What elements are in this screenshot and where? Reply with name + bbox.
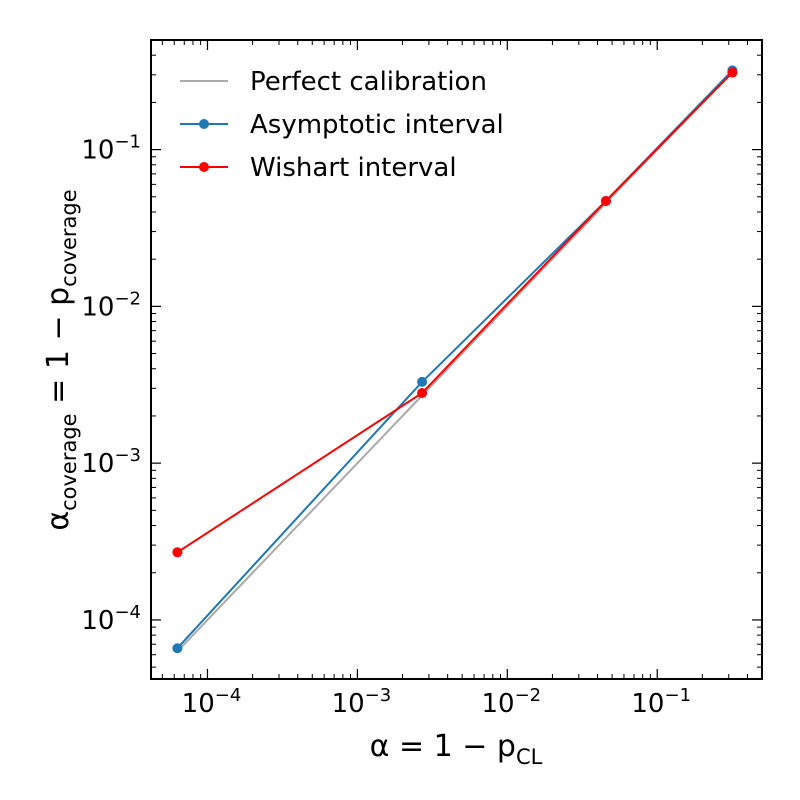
- y-axis-label-mid: = 1 − p: [41, 287, 76, 414]
- y-tick-label: 10−3: [81, 445, 141, 479]
- asymptotic-interval-point: [417, 376, 428, 387]
- y-axis-label: αcoverage = 1 − pcoverage: [41, 189, 81, 530]
- x-tick-label: 10−4: [182, 685, 242, 719]
- x-axis-label: α = 1 − pCL: [370, 729, 543, 769]
- x-tick-label: 10−1: [631, 685, 691, 719]
- x-tick-label: 10−3: [332, 685, 392, 719]
- asymptotic-interval-point: [172, 643, 183, 654]
- wishart-interval-point: [600, 195, 611, 206]
- legend-label: Wishart interval: [250, 153, 457, 183]
- wishart-interval-point: [727, 67, 738, 78]
- wishart-interval-point: [172, 547, 183, 558]
- y-axis-label-sub1: coverage: [57, 413, 81, 511]
- y-axis-label-alpha: α: [41, 511, 76, 531]
- legend-item-asymptotic-interval: Asymptotic interval: [180, 110, 504, 140]
- y-tick-label: 10−4: [81, 602, 141, 636]
- y-axis-label-sub2: coverage: [57, 189, 81, 287]
- major-ticks: [151, 40, 762, 679]
- y-tick-label: 10−1: [81, 132, 141, 166]
- legend-marker: [199, 162, 209, 172]
- legend: Perfect calibration Asymptotic interval Wi…: [180, 67, 504, 183]
- plot-frame: [150, 39, 763, 680]
- legend-item-wishart-interval: Wishart interval: [180, 153, 457, 183]
- y-tick-labels: 10−4 10−3 10−2 10−1: [81, 132, 141, 636]
- x-tick-labels: 10−4 10−3 10−2 10−1: [182, 685, 691, 719]
- y-tick-label: 10−2: [81, 288, 141, 322]
- x-axis-label-main: α = 1 − p: [370, 729, 516, 764]
- legend-label: Perfect calibration: [250, 67, 487, 97]
- x-tick-label: 10−2: [481, 685, 541, 719]
- wishart-interval-point: [417, 388, 428, 399]
- x-axis-label-sub: CL: [516, 745, 543, 769]
- legend-item-perfect-calibration: Perfect calibration: [180, 67, 487, 97]
- wishart-interval-line: [176, 71, 734, 554]
- legend-marker: [199, 119, 209, 129]
- series-layer: [172, 65, 738, 654]
- legend-label: Asymptotic interval: [250, 110, 504, 140]
